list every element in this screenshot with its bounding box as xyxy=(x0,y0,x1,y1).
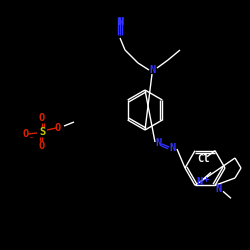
Text: O: O xyxy=(23,129,29,139)
Text: O: O xyxy=(55,123,61,133)
Text: N: N xyxy=(170,143,176,153)
Text: N: N xyxy=(216,184,222,194)
Text: N: N xyxy=(155,138,161,148)
Text: N: N xyxy=(196,177,202,187)
Text: N: N xyxy=(150,65,156,75)
Text: N: N xyxy=(117,17,123,27)
Text: O: O xyxy=(39,113,45,123)
Text: +: + xyxy=(203,175,209,184)
Text: O: O xyxy=(39,141,45,151)
Text: S: S xyxy=(39,127,45,137)
Text: ⁻: ⁻ xyxy=(29,136,35,144)
Text: Cl: Cl xyxy=(197,154,209,164)
